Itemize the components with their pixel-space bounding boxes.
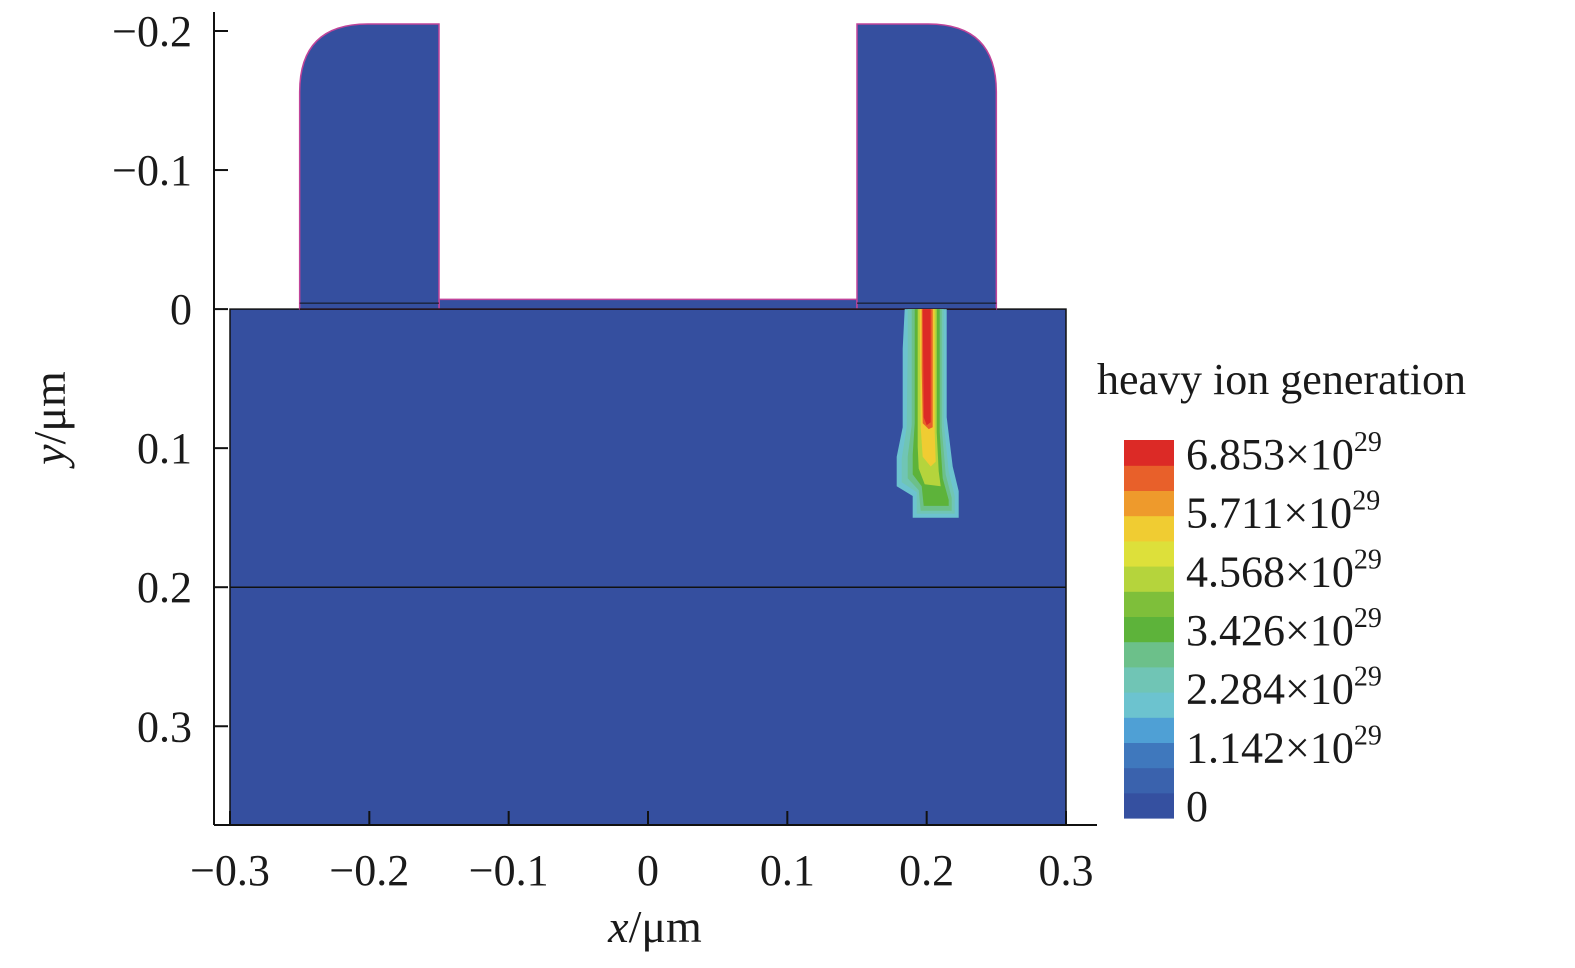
x-tick-label: 0.1 xyxy=(760,846,815,895)
y-tick-label: −0.2 xyxy=(112,7,192,56)
x-axis-unit: /μm xyxy=(629,901,702,952)
y-axis-unit: /μm xyxy=(24,371,75,444)
colorbar-label-mantissa: 6.853×10 xyxy=(1186,430,1354,479)
colorbar-label-mantissa: 1.142×10 xyxy=(1186,723,1354,772)
colorbar-label-exponent: 29 xyxy=(1354,544,1382,575)
center-oxide xyxy=(438,298,858,310)
colorbar-legend: heavy ion generation6.853×10295.711×1029… xyxy=(1097,355,1466,831)
y-axis-var: y xyxy=(24,444,75,469)
colorbar-label-exponent: 29 xyxy=(1354,720,1382,751)
colorbar-label-exponent: 29 xyxy=(1354,427,1382,458)
colorbar-label-mantissa: 3.426×10 xyxy=(1186,606,1354,655)
x-tick-label: −0.1 xyxy=(469,846,549,895)
x-tick-label: −0.2 xyxy=(329,846,409,895)
y-tick-label: 0 xyxy=(170,285,192,334)
colorbar-swatch xyxy=(1124,717,1174,743)
colorbar-swatch xyxy=(1124,540,1174,567)
colorbar-label: 3.426×1029 xyxy=(1186,603,1382,655)
colorbar-label: 2.284×1029 xyxy=(1186,662,1382,714)
x-tick-label: −0.3 xyxy=(190,846,270,895)
colorbar-swatch xyxy=(1124,666,1174,693)
x-tick-label: 0.3 xyxy=(1039,846,1094,895)
right-gate xyxy=(856,23,998,310)
colorbar-swatch xyxy=(1124,515,1174,542)
colorbar-label-mantissa: 2.284×10 xyxy=(1186,665,1354,714)
x-tick-label: 0.2 xyxy=(899,846,954,895)
colorbar-swatch xyxy=(1124,692,1174,718)
colorbar-label-mantissa: 0 xyxy=(1186,782,1208,831)
colorbar-label: 0 xyxy=(1186,782,1208,831)
colorbar-swatch xyxy=(1124,616,1174,643)
x-tick-label: 0 xyxy=(637,846,659,895)
x-axis-var: x xyxy=(607,901,629,952)
colorbar-label-mantissa: 5.711×10 xyxy=(1186,489,1352,538)
y-tick-label: 0.2 xyxy=(137,563,192,612)
y-tick-label: −0.1 xyxy=(112,146,192,195)
colorbar-swatch xyxy=(1124,742,1174,769)
colorbar-title: heavy ion generation xyxy=(1097,355,1466,404)
colorbar-swatch xyxy=(1124,566,1174,592)
colorbar-swatch xyxy=(1124,767,1174,794)
y-axis-title: y/μm xyxy=(24,371,75,469)
colorbar-swatch xyxy=(1124,641,1174,668)
colorbar-label-exponent: 29 xyxy=(1354,662,1382,693)
left-gate xyxy=(298,23,440,310)
y-tick-label: 0.1 xyxy=(137,424,192,473)
colorbar-label-exponent: 29 xyxy=(1352,486,1380,517)
colorbar-swatch xyxy=(1124,490,1174,517)
ion-track-band-7 xyxy=(922,309,931,426)
colorbar-swatch xyxy=(1124,792,1174,819)
colorbar-label: 4.568×1029 xyxy=(1186,544,1382,596)
x-axis-title: x/μm xyxy=(607,901,702,952)
colorbar-label: 6.853×1029 xyxy=(1186,427,1382,479)
y-tick-label: 0.3 xyxy=(137,702,192,751)
colorbar-label: 1.142×1029 xyxy=(1186,720,1382,772)
axes: −0.3 −0.2 −0.1 0 0.1 0.2 0.3 −0.2 −0.1 0 0.1 0.2 0.3… xyxy=(24,7,1097,952)
ion-track xyxy=(896,309,959,518)
colorbar-swatch xyxy=(1124,465,1174,491)
colorbar-label-mantissa: 4.568×10 xyxy=(1186,547,1354,596)
colorbar-swatch xyxy=(1124,440,1174,466)
colorbar-label-exponent: 29 xyxy=(1354,603,1382,634)
colorbar-label: 5.711×1029 xyxy=(1186,486,1380,538)
colorbar-swatch xyxy=(1124,591,1174,617)
